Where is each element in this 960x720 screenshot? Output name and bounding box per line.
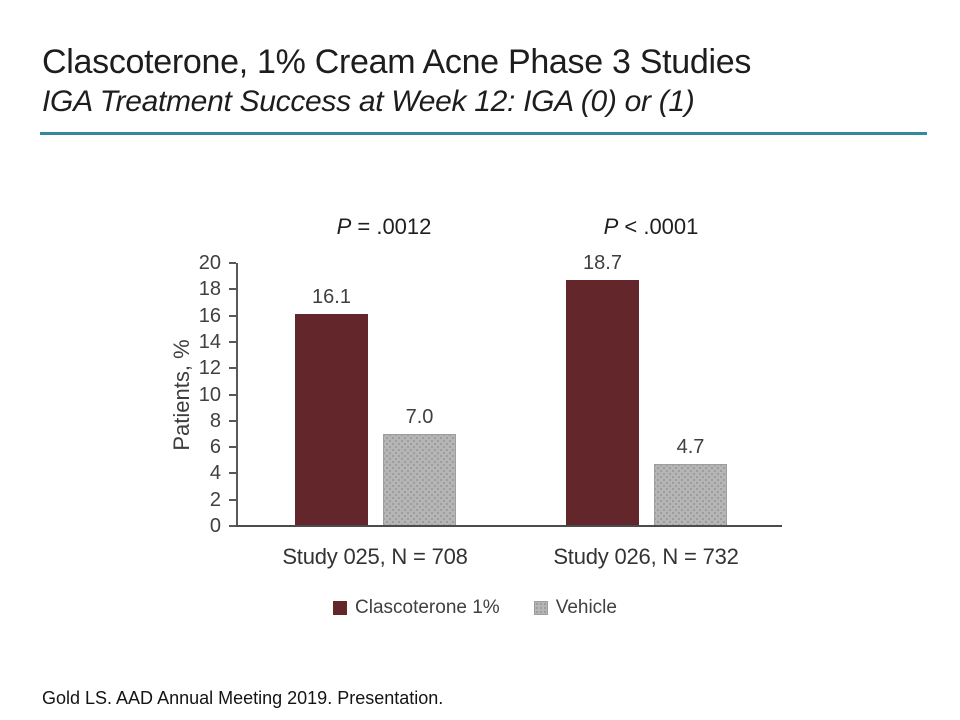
y-tick-mark — [229, 472, 236, 475]
y-tick-label: 4 — [209, 462, 221, 485]
bar-clascoterone-1--group1 — [295, 314, 368, 526]
y-tick-label: 16 — [198, 304, 221, 327]
bar-vehicle-group1 — [383, 433, 456, 526]
y-tick-mark — [229, 498, 236, 501]
y-tick-mark — [229, 288, 236, 291]
y-axis-line — [236, 263, 238, 527]
vehicle-swatch-icon — [533, 601, 548, 615]
y-tick-mark — [229, 367, 236, 370]
clascoterone-swatch-icon — [333, 601, 347, 615]
y-tick-label: 14 — [198, 330, 221, 353]
y-tick-label: 0 — [209, 515, 221, 537]
y-tick-label: 2 — [209, 488, 221, 511]
x-axis-line — [236, 525, 782, 527]
legend-label-clascoterone: Clascoterone 1% — [355, 597, 500, 618]
y-tick-mark — [229, 314, 236, 317]
y-tick-mark — [229, 340, 236, 343]
p-value-label-group2: P < .0001 — [603, 214, 699, 239]
y-tick-label: 6 — [209, 436, 221, 459]
category-label-group2: Study 026, N = 732 — [553, 544, 739, 569]
bar-clascoterone-1--group2 — [566, 280, 639, 526]
slide-title: Clascoterone, 1% Cream Acne Phase 3 Stud… — [42, 43, 752, 81]
y-tick-mark — [229, 262, 236, 264]
y-tick-mark — [229, 419, 236, 422]
y-tick-mark — [229, 393, 236, 396]
category-label-group1: Study 025, N = 708 — [282, 544, 468, 569]
bar-value-label: 16.1 — [312, 286, 351, 309]
chart-legend: Clascoterone 1% Vehicle — [160, 595, 790, 621]
y-tick-label: 12 — [198, 357, 221, 380]
y-tick-mark — [229, 446, 236, 449]
slide-subtitle: IGA Treatment Success at Week 12: IGA (0… — [42, 85, 695, 118]
y-tick-mark — [229, 525, 236, 527]
y-tick-label: 8 — [209, 409, 221, 432]
bar-vehicle-group2 — [654, 464, 727, 526]
legend-item-vehicle: Vehicle — [533, 597, 617, 619]
title-divider — [40, 132, 927, 135]
bar-value-label: 18.7 — [583, 252, 622, 275]
legend-item-clascoterone: Clascoterone 1% — [333, 597, 500, 619]
legend-label-vehicle: Vehicle — [555, 597, 617, 618]
bar-value-label: 4.7 — [676, 436, 705, 459]
p-value-label-group1: P = .0012 — [336, 214, 432, 239]
citation: Gold LS. AAD Annual Meeting 2019. Presen… — [42, 688, 444, 708]
y-tick-label: 10 — [198, 383, 221, 406]
y-tick-label: 18 — [198, 278, 221, 301]
y-tick-label: 20 — [198, 252, 221, 274]
bar-value-label: 7.0 — [405, 405, 434, 428]
